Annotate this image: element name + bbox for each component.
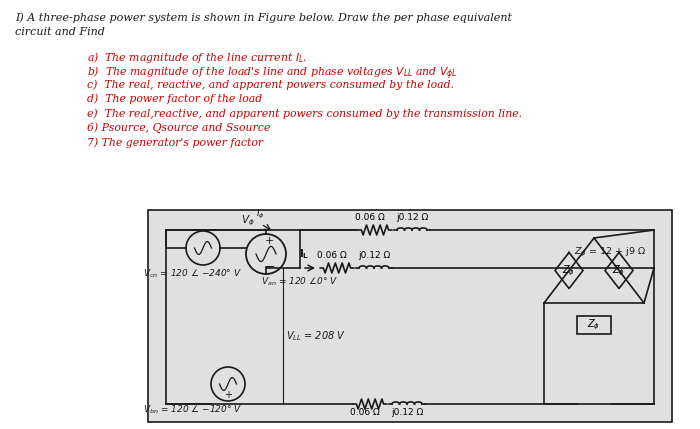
Text: b)  The magnitude of the load's line and phase voltages $V_{LL}$ and $V_{\phi L}: b) The magnitude of the load's line and … xyxy=(87,64,458,82)
Text: $V_{bn}$ = 120 ∠ −120° V: $V_{bn}$ = 120 ∠ −120° V xyxy=(143,403,242,416)
Text: $V_{an}$ = 120 ∠0° V: $V_{an}$ = 120 ∠0° V xyxy=(261,276,338,288)
Bar xyxy=(577,316,611,334)
Text: c)  The real, reactive, and apparent powers consumed by the load.: c) The real, reactive, and apparent powe… xyxy=(87,79,454,90)
Text: 7) The generator's power factor: 7) The generator's power factor xyxy=(87,137,263,148)
Text: $V_{LL}$ = 208 V: $V_{LL}$ = 208 V xyxy=(286,329,346,343)
Text: −: − xyxy=(263,260,275,274)
Text: $Z_\phi$: $Z_\phi$ xyxy=(562,263,575,278)
Text: 0.06 Ω: 0.06 Ω xyxy=(350,408,380,417)
Text: 0.06 Ω: 0.06 Ω xyxy=(317,251,346,260)
Text: 0.06 Ω: 0.06 Ω xyxy=(355,213,385,222)
Text: $V_{cn}$ = 120 ∠ −240° V: $V_{cn}$ = 120 ∠ −240° V xyxy=(143,268,242,281)
Bar xyxy=(148,210,672,422)
Text: +: + xyxy=(224,390,232,400)
Text: circuit and Find: circuit and Find xyxy=(15,27,105,37)
Text: d)  The power factor of the load: d) The power factor of the load xyxy=(87,94,262,104)
Text: $\mathbf{I_L}$: $\mathbf{I_L}$ xyxy=(299,247,309,261)
Text: I) A three-phase power system is shown in Figure below. Draw the per phase equiv: I) A three-phase power system is shown i… xyxy=(15,12,512,23)
Text: $Z_\phi$: $Z_\phi$ xyxy=(612,263,626,278)
Text: $I_\phi$: $I_\phi$ xyxy=(256,208,265,221)
Text: a)  The magnitude of the line current $I_L$.: a) The magnitude of the line current $I_… xyxy=(87,50,307,65)
Text: j0.12 Ω: j0.12 Ω xyxy=(396,213,428,222)
Text: 6) Psource, Qsource and Ssource: 6) Psource, Qsource and Ssource xyxy=(87,123,270,133)
Text: e)  The real,reactive, and apparent powers consumed by the transmission line.: e) The real,reactive, and apparent power… xyxy=(87,108,522,118)
Text: +: + xyxy=(265,236,274,246)
Text: $V_\phi$: $V_\phi$ xyxy=(241,214,255,228)
Text: j0.12 Ω: j0.12 Ω xyxy=(358,251,390,260)
Text: $Z_\phi$ = 12 + j9 Ω: $Z_\phi$ = 12 + j9 Ω xyxy=(574,246,646,259)
Text: j0.12 Ω: j0.12 Ω xyxy=(391,408,423,417)
Text: $Z_\phi$: $Z_\phi$ xyxy=(587,318,601,332)
